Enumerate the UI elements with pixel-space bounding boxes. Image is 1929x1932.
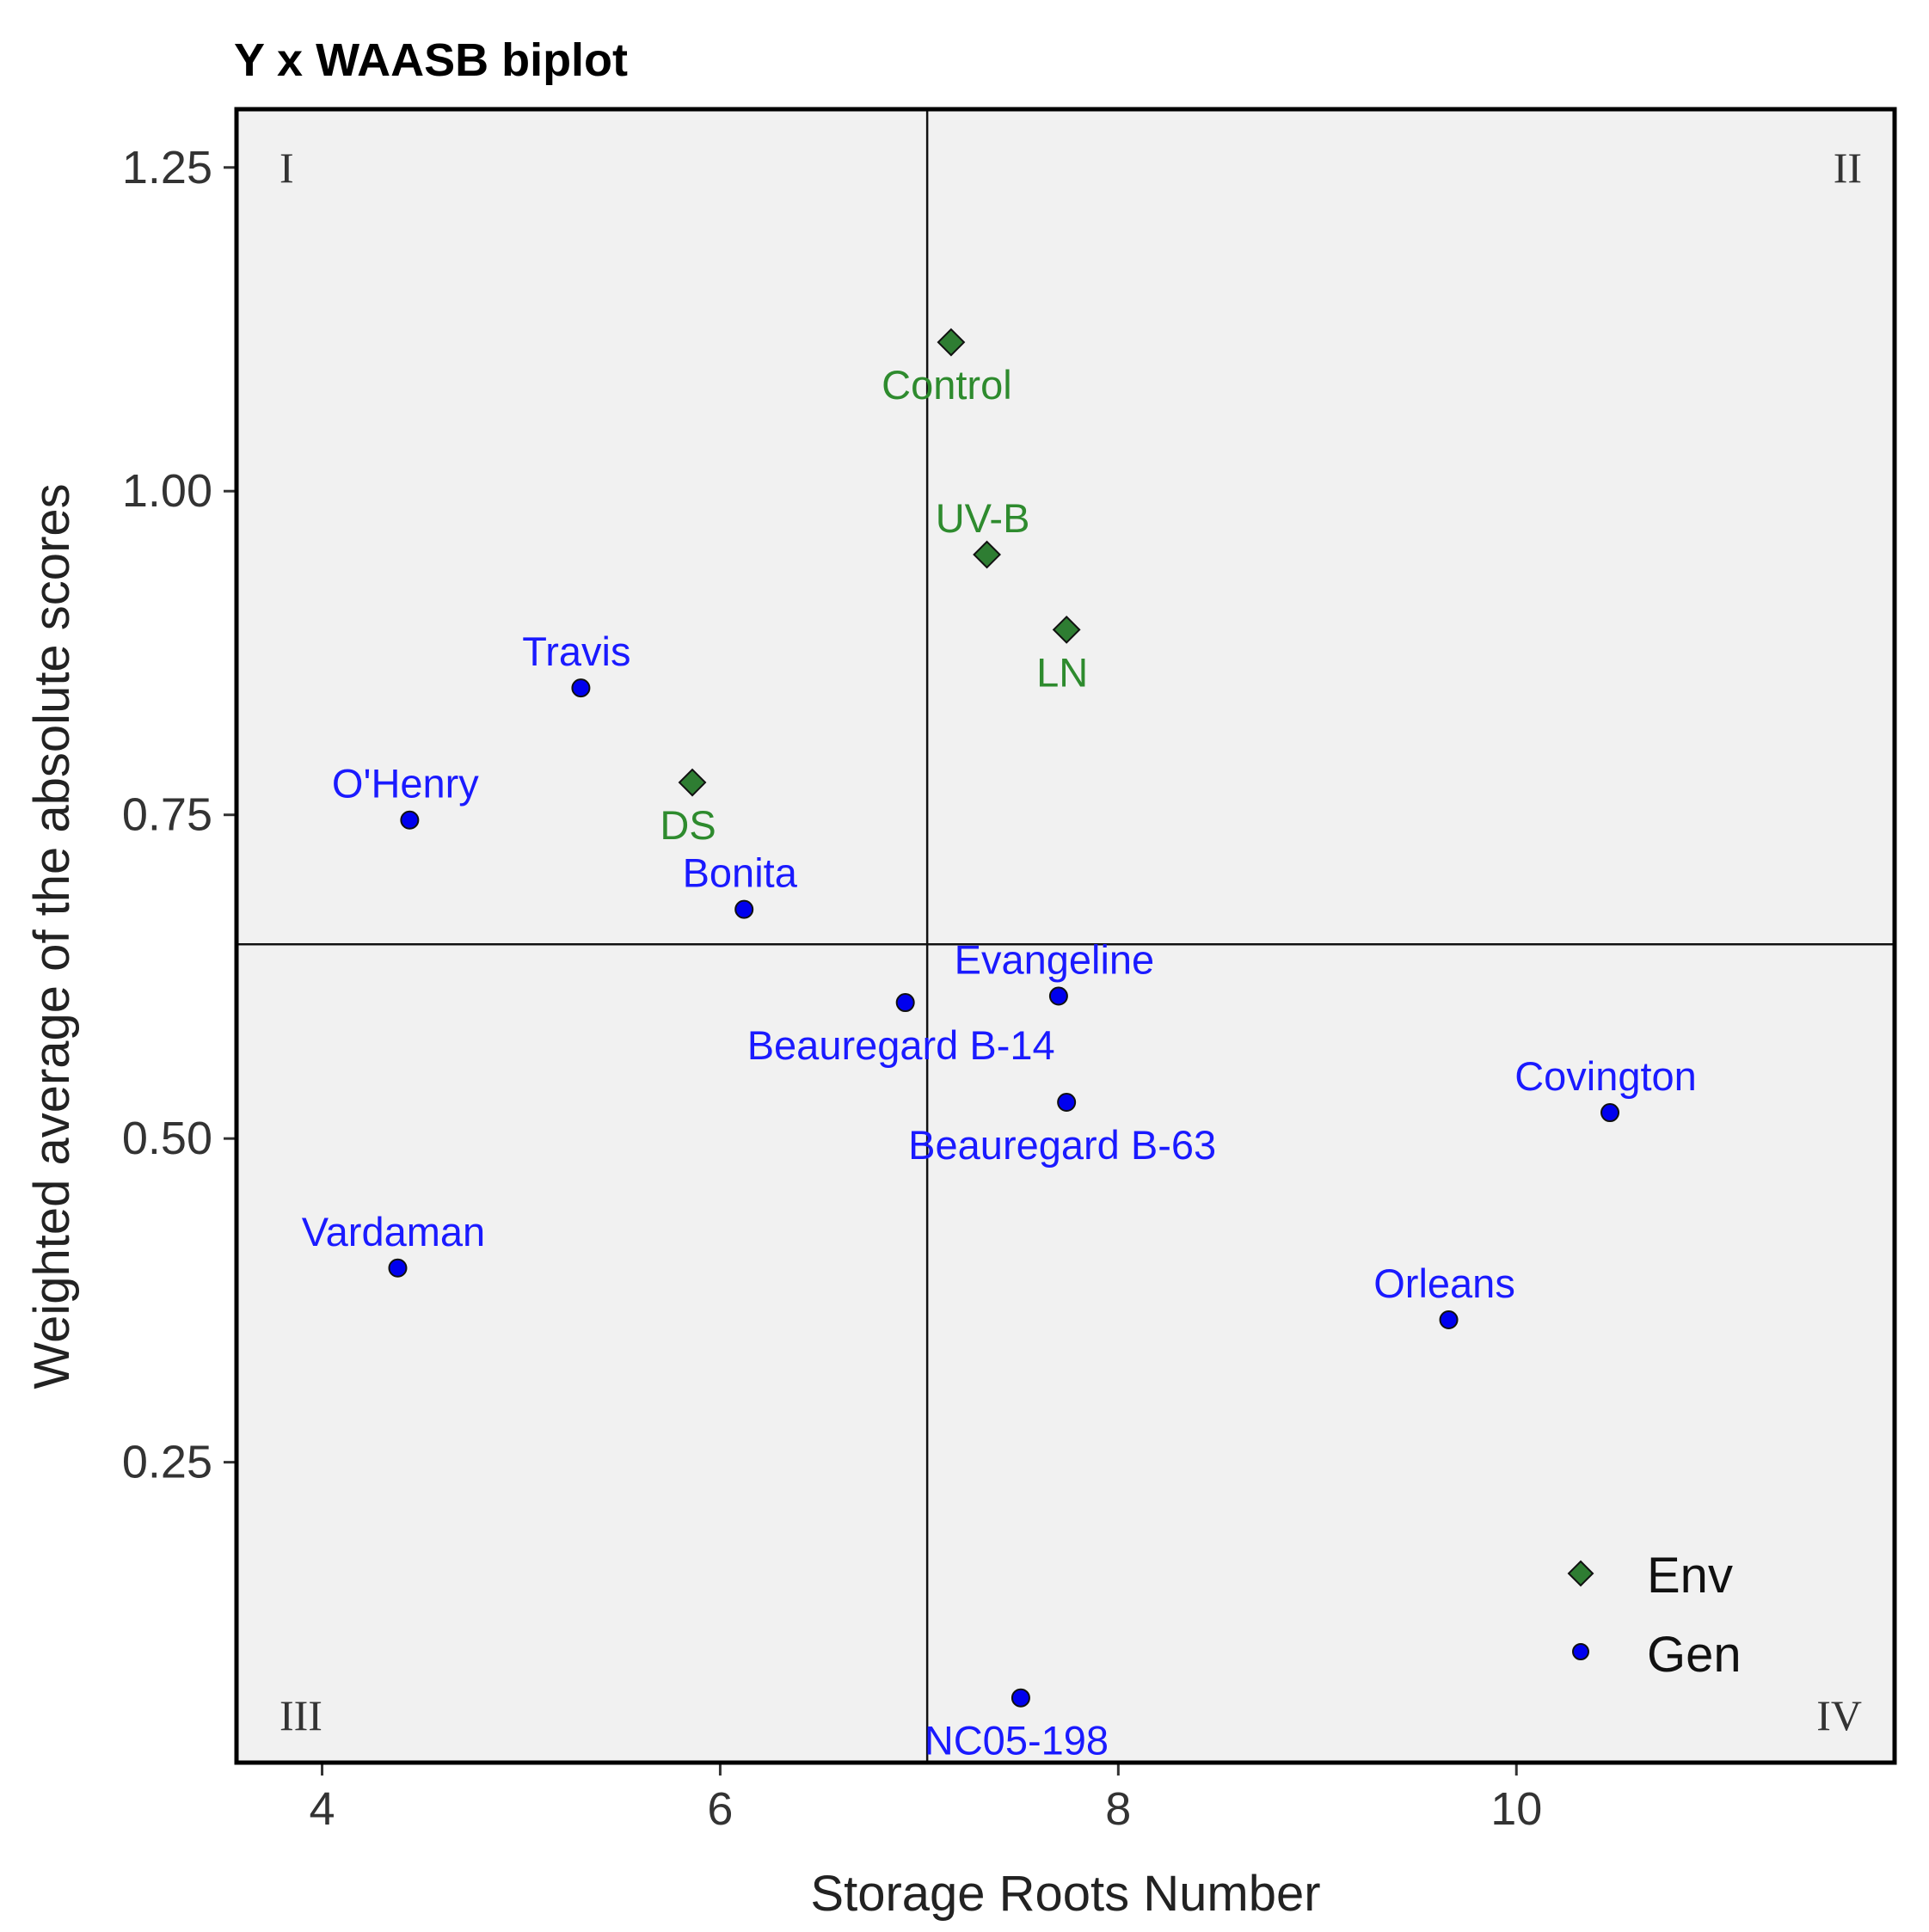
legend-env-marker (1567, 1560, 1594, 1587)
plot-panel (237, 109, 1895, 1763)
quadrant-label-IV: IV (1816, 1691, 1862, 1739)
x-axis-ticks: 4 6 8 10 (310, 1763, 1542, 1835)
gen-point-beauregard-b-14 (895, 993, 915, 1013)
gen-point-beauregard-b-63 (1057, 1093, 1077, 1113)
gen-label-travis: Travis (522, 629, 630, 674)
gen-label-orleans: Orleans (1373, 1260, 1515, 1306)
gen-point-travis (571, 678, 591, 698)
y-tick-label: 1.25 (122, 142, 212, 193)
x-tick-label: 4 (310, 1783, 335, 1835)
env-point-uv-b (973, 540, 1001, 569)
chart-title: Y x WAASB biplot (234, 34, 628, 86)
x-axis-title: Storage Roots Number (810, 1866, 1320, 1922)
y-tick-label: 0.50 (122, 1113, 212, 1164)
legend-gen-marker (1572, 1643, 1589, 1660)
y-axis-ticks: 0.25 0.50 0.75 1.00 1.25 (122, 142, 237, 1488)
x-tick-label: 6 (707, 1783, 733, 1835)
env-label-control: Control (882, 362, 1012, 408)
quadrant-label-III: III (280, 1691, 323, 1739)
gen-label-bonita: Bonita (683, 850, 798, 896)
gen-label-evangeline: Evangeline (955, 937, 1155, 983)
gen-label-o-henry: O'Henry (332, 761, 479, 807)
gen-label-beauregard-b-14: Beauregard B-14 (747, 1022, 1055, 1068)
legend: Env Gen (1567, 1548, 1742, 1683)
gen-point-vardaman (388, 1258, 408, 1278)
gen-label-vardaman: Vardaman (302, 1209, 485, 1254)
gen-point-bonita (734, 899, 754, 919)
y-axis-title: Weighted average of the absolute scores (24, 483, 80, 1389)
y-tick-label: 1.00 (122, 465, 212, 517)
gen-point-covington (1600, 1103, 1620, 1123)
quadrant-label-I: I (280, 144, 294, 192)
x-tick-label: 10 (1490, 1783, 1542, 1835)
env-label-uv-b: UV-B (936, 495, 1030, 541)
y-tick-label: 0.75 (122, 789, 212, 841)
legend-env-label: Env (1647, 1548, 1733, 1604)
gen-point-evangeline (1048, 986, 1068, 1006)
x-tick-label: 8 (1105, 1783, 1131, 1835)
env-label-ln: LN (1036, 649, 1088, 695)
gen-point-o-henry (400, 810, 420, 830)
plot-border (234, 107, 1897, 1765)
env-point-control (937, 328, 966, 357)
legend-gen-label: Gen (1647, 1627, 1742, 1683)
env-point-ln (1052, 615, 1081, 644)
quadrant-label-II: II (1834, 144, 1862, 192)
gen-label-covington: Covington (1514, 1053, 1697, 1099)
reference-lines (237, 109, 1895, 1763)
gen-point-nc05-198 (1011, 1688, 1030, 1708)
y-tick-label: 0.25 (122, 1437, 212, 1488)
gen-label-nc05-198: NC05-198 (925, 1718, 1109, 1763)
env-label-ds: DS (660, 802, 716, 848)
gen-label-beauregard-b-63: Beauregard B-63 (908, 1122, 1216, 1168)
data-points: Control UV-B LN DS Travis O'Henry Bonita Evange… (302, 328, 1697, 1763)
gen-point-orleans (1439, 1309, 1459, 1329)
env-point-ds (678, 768, 707, 797)
